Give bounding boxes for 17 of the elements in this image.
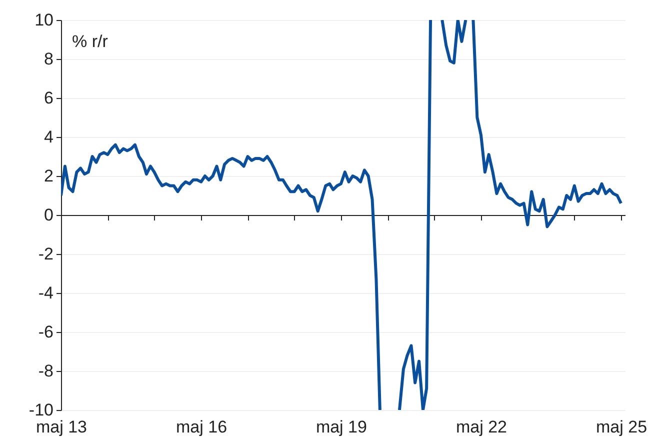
y-tick-label: -6	[38, 322, 54, 342]
y-tick-label: -10	[28, 400, 54, 420]
x-tick-label: maj 13	[36, 418, 88, 436]
y-tick-label: -2	[38, 244, 54, 264]
y-tick-label: 0	[44, 206, 54, 224]
y-axis-title: % r/r	[72, 32, 108, 51]
x-tick-label: maj 16	[176, 418, 228, 436]
y-tick-label: -8	[38, 362, 54, 380]
y-tick-label: 6	[44, 88, 54, 108]
x-tick-label: maj 25	[596, 418, 648, 436]
x-tick-label: maj 22	[456, 418, 508, 436]
y-tick-label: -4	[38, 284, 54, 302]
y-tick-label: 2	[44, 166, 54, 186]
y-tick-label: 8	[44, 50, 54, 68]
y-tick-label: 4	[44, 128, 54, 146]
x-tick-label: maj 19	[316, 418, 367, 436]
y-tick-label: 10	[34, 10, 54, 30]
